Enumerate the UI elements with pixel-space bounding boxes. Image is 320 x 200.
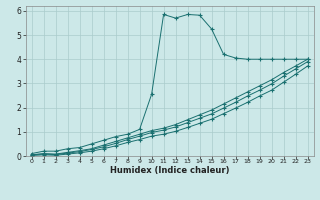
X-axis label: Humidex (Indice chaleur): Humidex (Indice chaleur) — [110, 166, 229, 175]
